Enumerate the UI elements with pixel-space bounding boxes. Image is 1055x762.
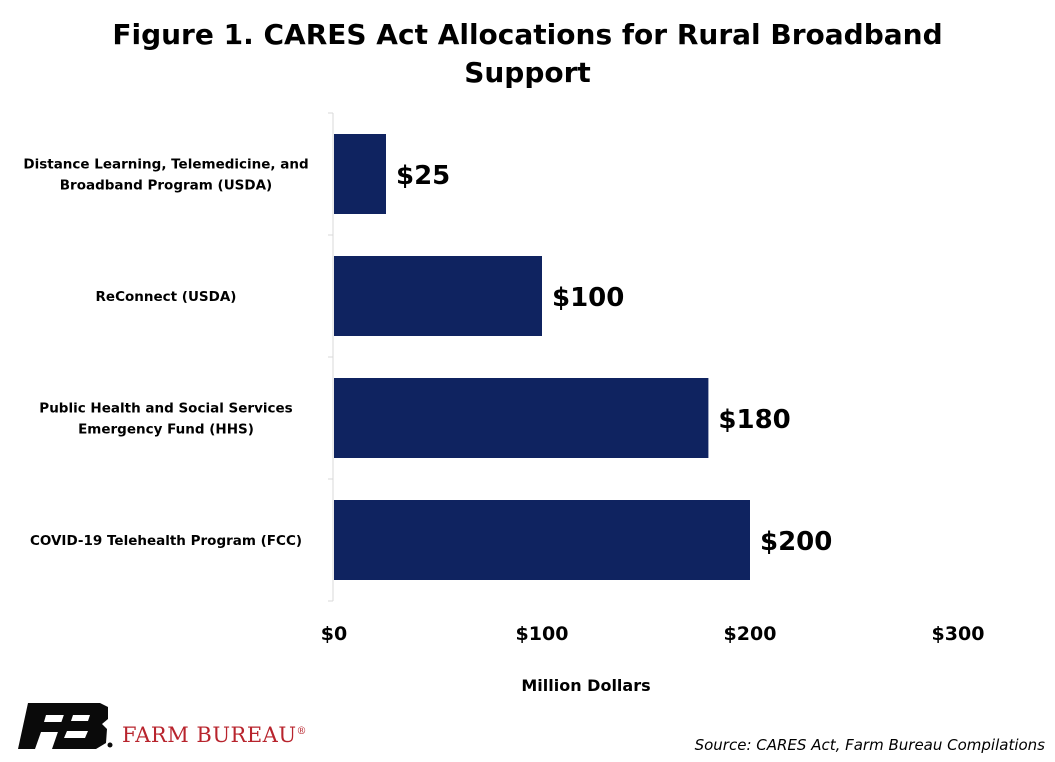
x-axis-label: Million Dollars bbox=[521, 676, 650, 695]
chart-title-line-2: Support bbox=[464, 56, 591, 89]
bar bbox=[334, 134, 386, 214]
category-label: ReConnect (USDA) bbox=[96, 289, 237, 305]
category-label: Public Health and Social Services bbox=[39, 401, 292, 417]
bar bbox=[334, 256, 542, 336]
category-label: Broadband Program (USDA) bbox=[60, 178, 272, 194]
x-tick-label: $0 bbox=[321, 623, 347, 645]
data-label: $25 bbox=[396, 161, 450, 191]
category-label: COVID-19 Telehealth Program (FCC) bbox=[30, 533, 302, 549]
farm-bureau-logo-icon bbox=[18, 703, 113, 749]
registered-mark: ® bbox=[296, 726, 308, 737]
category-label: Distance Learning, Telemedicine, and bbox=[23, 157, 308, 173]
source-note: Source: CARES Act, Farm Bureau Compilati… bbox=[694, 736, 1045, 754]
brand-name: FARM BUREAU® bbox=[122, 723, 307, 747]
data-label: $100 bbox=[552, 283, 624, 313]
data-label: $180 bbox=[718, 405, 790, 435]
chart-title: Figure 1. CARES Act Allocations for Rura… bbox=[0, 16, 1055, 92]
x-tick-label: $100 bbox=[516, 623, 569, 645]
x-tick-label: $200 bbox=[724, 623, 777, 645]
data-label: $200 bbox=[760, 527, 832, 557]
bar bbox=[334, 500, 750, 580]
chart-title-line-1: Figure 1. CARES Act Allocations for Rura… bbox=[112, 18, 943, 51]
x-tick-label: $300 bbox=[932, 623, 985, 645]
category-label: Emergency Fund (HHS) bbox=[78, 422, 254, 438]
brand-name-text: FARM BUREAU bbox=[122, 723, 297, 747]
bar bbox=[334, 378, 709, 458]
